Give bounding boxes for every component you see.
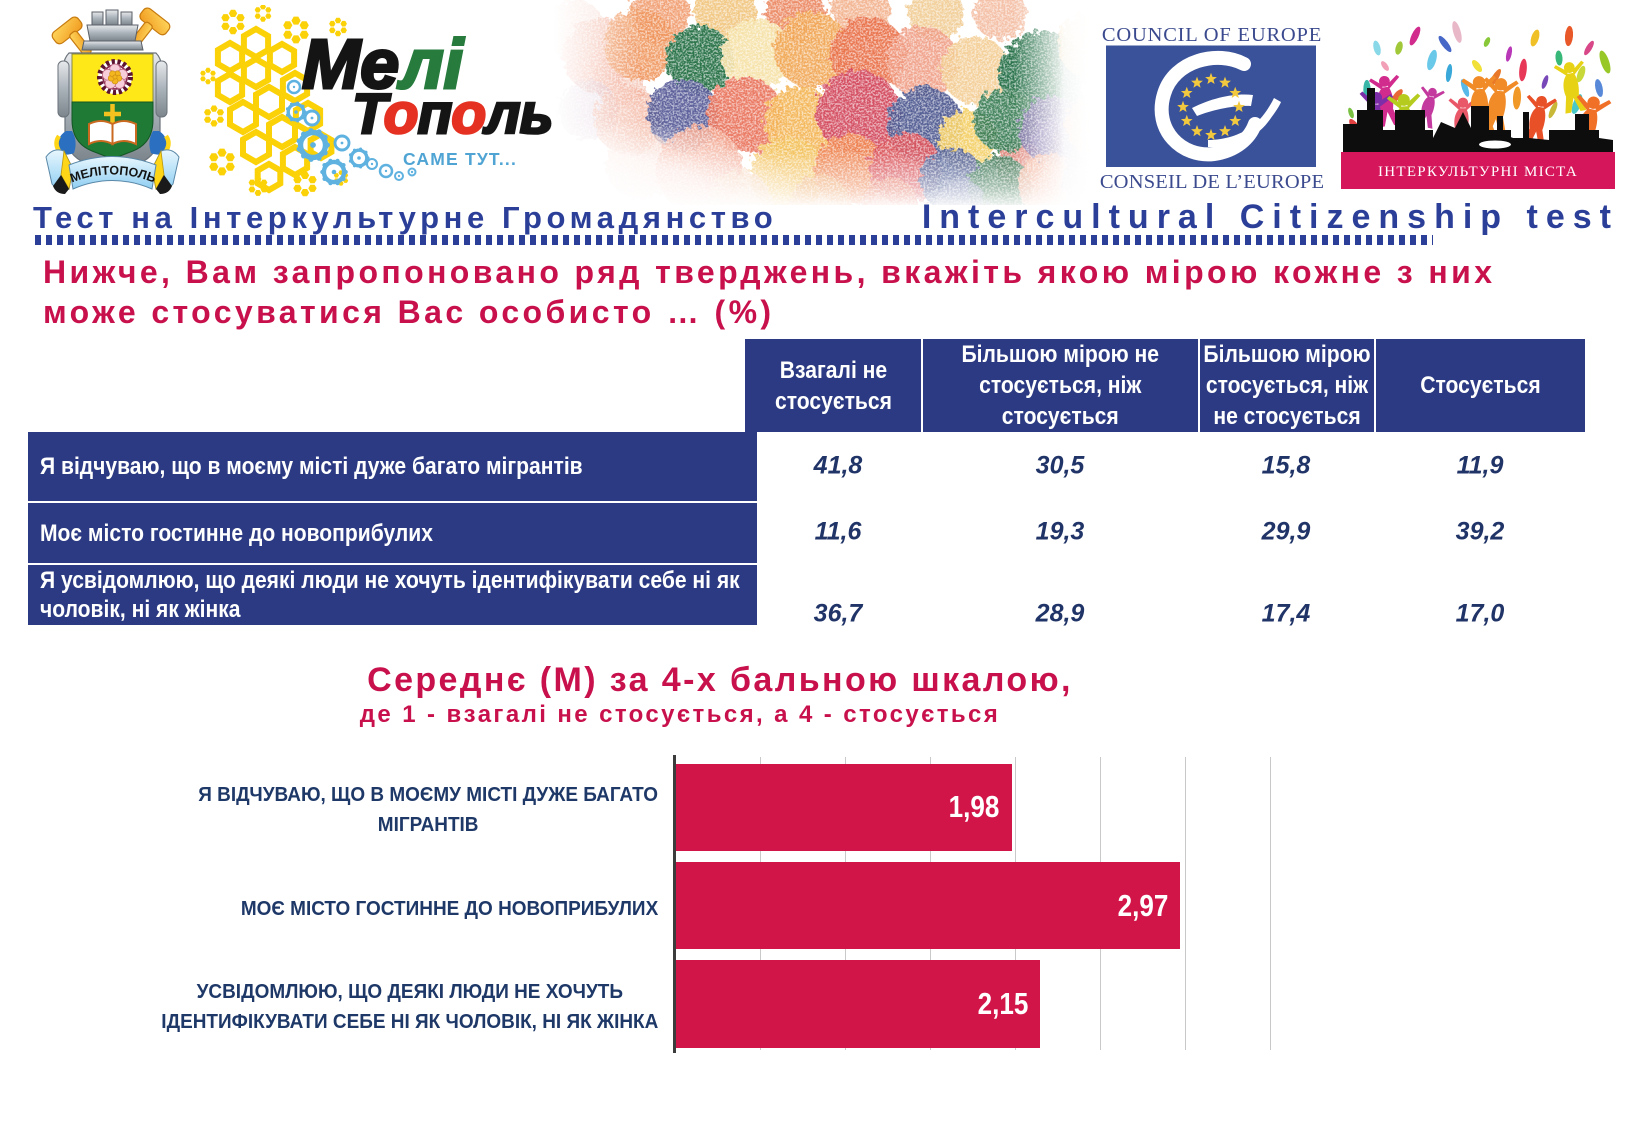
svg-text:САМЕ ТУТ...: САМЕ ТУТ... <box>403 149 517 169</box>
svg-text:Мелі: Мелі <box>302 25 465 103</box>
svg-text:ІНТЕРКУЛЬТУРНІ МІСТА: ІНТЕРКУЛЬТУРНІ МІСТА <box>1378 164 1578 180</box>
svg-text:COUNCIL OF EUROPE: COUNCIL OF EUROPE <box>1102 24 1322 46</box>
svg-text:Тополь: Тополь <box>352 82 552 146</box>
svg-text:CONSEIL DE L’EUROPE: CONSEIL DE L’EUROPE <box>1100 171 1324 193</box>
